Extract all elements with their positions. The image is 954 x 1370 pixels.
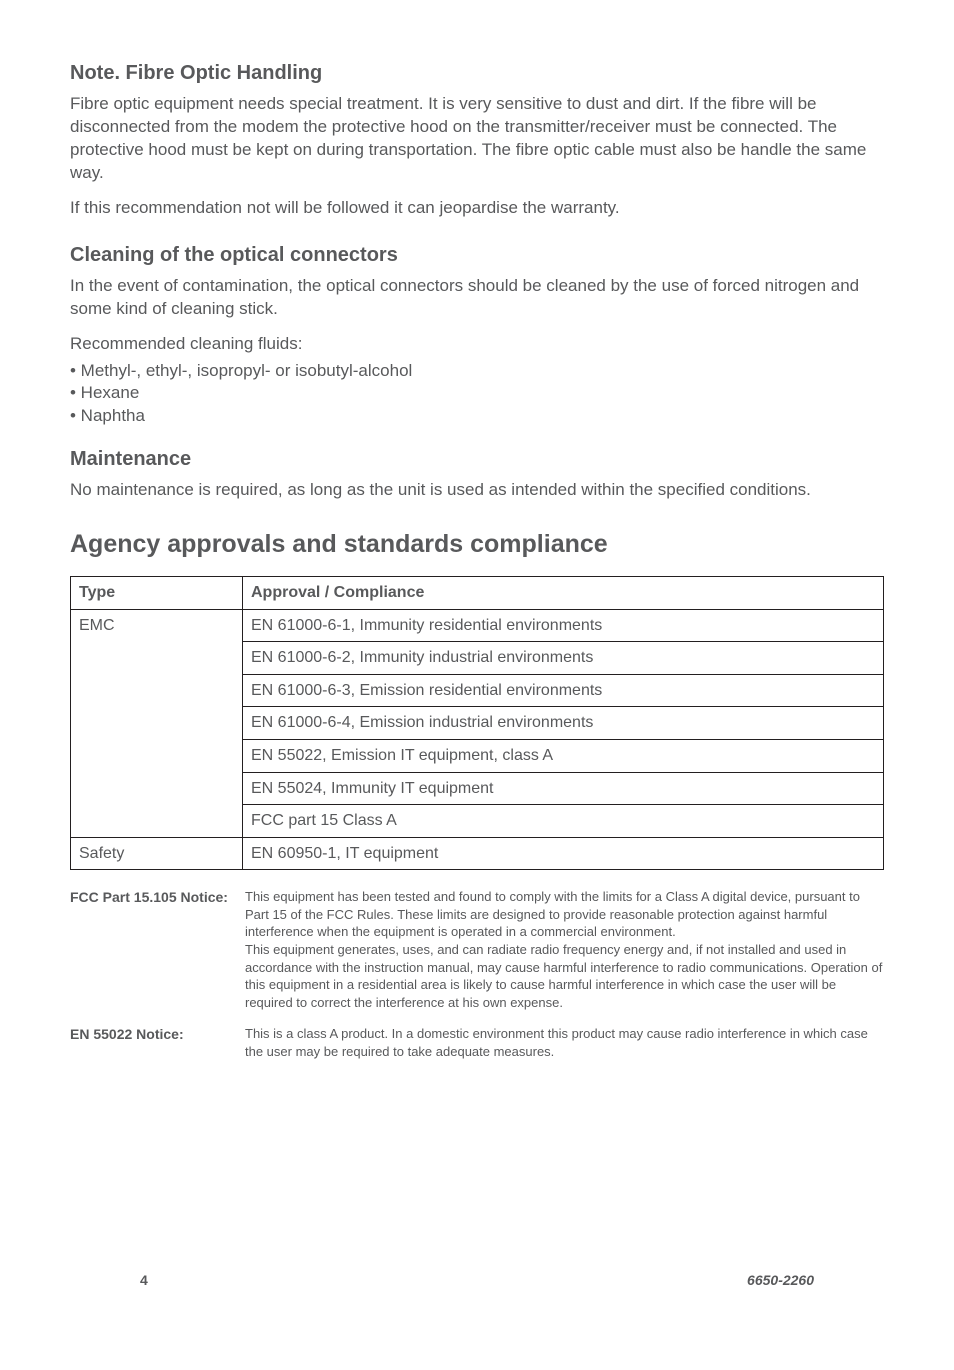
compliance-table: Type Approval / Compliance EMC EN 61000-… bbox=[70, 576, 884, 870]
bullet-item: • Hexane bbox=[70, 382, 884, 405]
cleaning-p1: In the event of contamination, the optic… bbox=[70, 275, 884, 321]
agency-heading: Agency approvals and standards complianc… bbox=[70, 528, 884, 562]
page: Note. Fibre Optic Handling Fibre optic e… bbox=[70, 60, 884, 1330]
cell-approval: EN 61000-6-1, Immunity residential envir… bbox=[243, 609, 884, 642]
fibre-p1: Fibre optic equipment needs special trea… bbox=[70, 93, 884, 185]
col-approval-header: Approval / Compliance bbox=[243, 577, 884, 610]
maintenance-heading: Maintenance bbox=[70, 446, 884, 473]
footer: 4 6650-2260 bbox=[140, 1271, 814, 1290]
cell-type: Safety bbox=[71, 837, 243, 870]
fibre-p2: If this recommendation not will be follo… bbox=[70, 197, 884, 220]
en55022-notice-text: This is a class A product. In a domestic… bbox=[245, 1025, 884, 1060]
cell-approval: EN 60950-1, IT equipment bbox=[243, 837, 884, 870]
cleaning-p2: Recommended cleaning fluids: bbox=[70, 333, 884, 356]
document-number: 6650-2260 bbox=[747, 1271, 814, 1290]
table-row: EMC EN 61000-6-1, Immunity residential e… bbox=[71, 609, 884, 642]
cleaning-bullets: • Methyl-, ethyl-, isopropyl- or isobuty… bbox=[70, 360, 884, 429]
cell-approval: EN 61000-6-4, Emission industrial enviro… bbox=[243, 707, 884, 740]
cell-type: EMC bbox=[71, 609, 243, 837]
maintenance-p1: No maintenance is required, as long as t… bbox=[70, 479, 884, 502]
page-number: 4 bbox=[140, 1271, 148, 1290]
bullet-item: • Methyl-, ethyl-, isopropyl- or isobuty… bbox=[70, 360, 884, 383]
fibre-heading: Note. Fibre Optic Handling bbox=[70, 60, 884, 87]
cell-approval: EN 61000-6-3, Emission residential envir… bbox=[243, 674, 884, 707]
cell-approval: EN 55024, Immunity IT equipment bbox=[243, 772, 884, 805]
fcc-notice-label: FCC Part 15.105 Notice: bbox=[70, 888, 245, 907]
cleaning-heading: Cleaning of the optical connectors bbox=[70, 242, 884, 269]
fcc-notice: FCC Part 15.105 Notice: This equipment h… bbox=[70, 888, 884, 1011]
col-type-header: Type bbox=[71, 577, 243, 610]
table-header-row: Type Approval / Compliance bbox=[71, 577, 884, 610]
en55022-notice-label: EN 55022 Notice: bbox=[70, 1025, 245, 1044]
cell-approval: EN 61000-6-2, Immunity industrial enviro… bbox=[243, 642, 884, 675]
table-row: Safety EN 60950-1, IT equipment bbox=[71, 837, 884, 870]
en55022-notice: EN 55022 Notice: This is a class A produ… bbox=[70, 1025, 884, 1060]
cell-approval: FCC part 15 Class A bbox=[243, 805, 884, 838]
bullet-item: • Naphtha bbox=[70, 405, 884, 428]
fcc-notice-text: This equipment has been tested and found… bbox=[245, 888, 884, 1011]
cell-approval: EN 55022, Emission IT equipment, class A bbox=[243, 739, 884, 772]
